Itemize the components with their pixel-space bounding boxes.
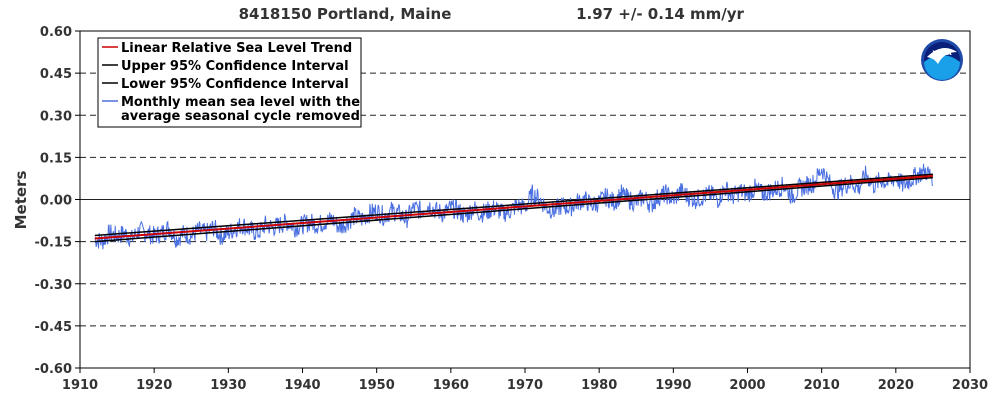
legend-label-monthly-1: Monthly mean sea level with the <box>121 95 360 110</box>
upper-ci-line <box>94 173 933 237</box>
y-tick-label: -0.15 <box>35 236 72 251</box>
y-axis-label: Meters <box>12 171 30 230</box>
x-tick-label: 2020 <box>878 378 914 393</box>
trend-lines <box>94 173 933 243</box>
legend-label-trend: Linear Relative Sea Level Trend <box>121 41 352 56</box>
x-tick-label: 1910 <box>62 378 98 393</box>
x-tick-label: 1970 <box>507 378 543 393</box>
x-tick-label: 1940 <box>284 378 320 393</box>
y-tick-label: -0.60 <box>35 362 72 377</box>
lower-ci-line <box>94 176 933 243</box>
legend-label-upper: Upper 95% Confidence Interval <box>121 59 349 74</box>
legend: Linear Relative Sea Level Trend Upper 95… <box>97 37 362 128</box>
legend-label-monthly-2: average seasonal cycle removed <box>121 109 360 124</box>
y-tick-label: 0.45 <box>40 67 72 82</box>
legend-box <box>97 37 362 128</box>
x-tick-label: 2000 <box>729 378 765 393</box>
y-tick-label: 0.00 <box>40 194 72 209</box>
y-axis-ticks: 0.60 0.45 0.30 0.15 0.00 -0.15 -0.30 -0.45 -0.60 <box>35 25 80 377</box>
noaa-logo-bird-icon <box>927 48 957 64</box>
trend-line <box>94 174 933 240</box>
y-tick-label: -0.30 <box>35 278 72 293</box>
y-tick-label: 0.30 <box>40 109 72 124</box>
y-tick-label: -0.45 <box>35 320 72 335</box>
x-tick-label: 2030 <box>952 378 988 393</box>
x-tick-label: 1990 <box>655 378 691 393</box>
legend-label-lower: Lower 95% Confidence Interval <box>121 77 349 92</box>
x-tick-label: 1980 <box>581 378 617 393</box>
x-tick-label: 2010 <box>804 378 840 393</box>
grid <box>80 72 970 327</box>
x-tick-label: 1960 <box>433 378 469 393</box>
x-axis-ticks: 1910 1920 1930 1940 1950 1960 1970 1980 1990 2000… <box>62 368 988 393</box>
x-tick-label: 1930 <box>210 378 246 393</box>
y-tick-label: 0.60 <box>40 25 72 40</box>
chart-title-rate: 1.97 +/- 0.14 mm/yr <box>576 5 744 23</box>
noaa-logo: NOAA <box>921 39 963 81</box>
noaa-logo-sea <box>924 55 960 80</box>
x-tick-label: 1920 <box>136 378 172 393</box>
chart-title-station: 8418150 Portland, Maine <box>239 5 452 23</box>
noaa-logo-text: NOAA <box>932 50 952 57</box>
x-tick-label: 1950 <box>359 378 395 393</box>
y-tick-label: 0.15 <box>40 151 72 166</box>
